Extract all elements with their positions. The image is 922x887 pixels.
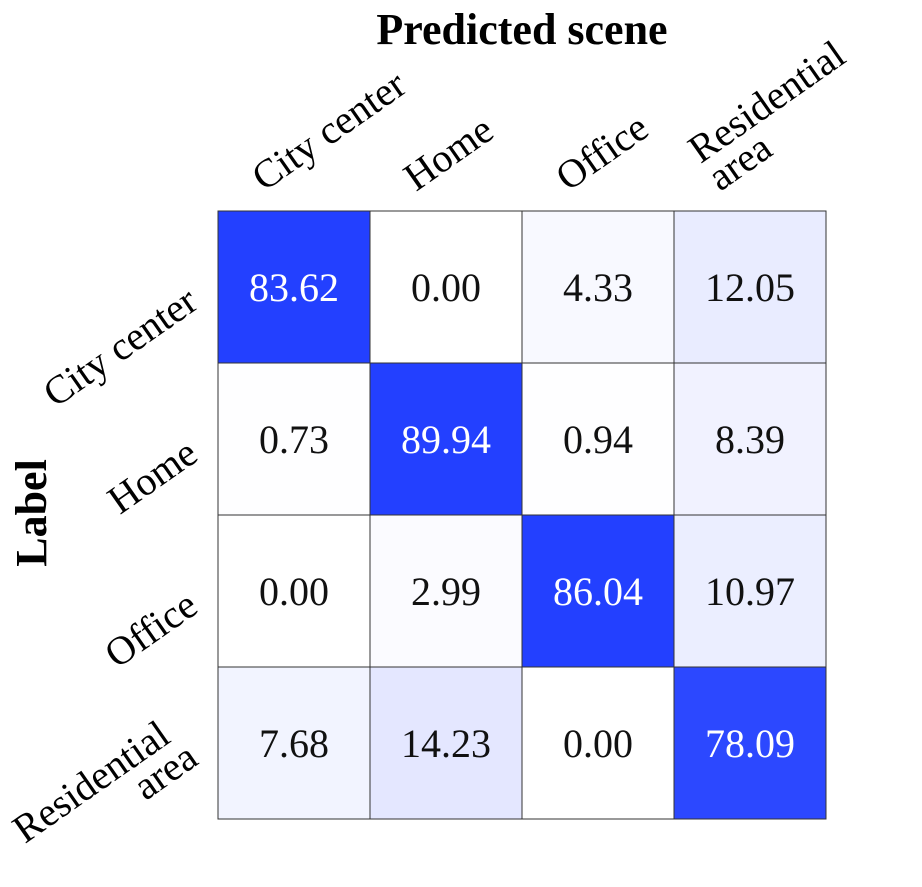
heatmap-cell (369, 514, 523, 668)
cell-value-label: 14.23 (401, 721, 491, 766)
cell-value-label: 78.09 (705, 721, 795, 766)
cell-value-label: 0.00 (411, 265, 481, 310)
y-tick-label: Residential area (4, 706, 205, 880)
cell-value-label: 0.73 (259, 417, 329, 462)
chart-title: Predicted scene (376, 5, 667, 54)
heatmap-cell (521, 666, 675, 820)
heatmap-cell (673, 666, 827, 820)
heatmap-cell (521, 210, 675, 364)
x-tick-label: Home (395, 106, 501, 199)
heatmap-cell (673, 362, 827, 516)
cell-value-label: 83.62 (249, 265, 339, 310)
heatmap-cell (217, 362, 371, 516)
heatmap-cell (673, 210, 827, 364)
x-tick-label: Residential area (680, 26, 881, 200)
cell-value-label: 0.94 (563, 417, 633, 462)
cell-value-label: 7.68 (259, 721, 329, 766)
cell-value-label: 0.00 (259, 569, 329, 614)
y-tick-label: City center (35, 278, 205, 416)
y-tick-label: Office (96, 582, 205, 677)
cell-value-label: 8.39 (715, 417, 785, 462)
heatmap-cell (521, 362, 675, 516)
cell-value-label: 12.05 (705, 265, 795, 310)
cell-value-label: 4.33 (563, 265, 633, 310)
x-tick-label: City center (243, 61, 413, 199)
cell-value-label: 0.00 (563, 721, 633, 766)
heatmap-cell (369, 210, 523, 364)
cell-value-label: 2.99 (411, 569, 481, 614)
y-axis-label: Label (7, 459, 56, 567)
heatmap-cell (673, 514, 827, 668)
cell-value-label: 86.04 (553, 569, 643, 614)
cell-value-label: 10.97 (705, 569, 795, 614)
heatmap-cell (217, 210, 371, 364)
x-tick-label: Office (547, 104, 656, 199)
heatmap-cell (369, 362, 523, 516)
cell-value-label: 89.94 (401, 417, 491, 462)
heatmap-cell (217, 666, 371, 820)
y-tick-label: Home (99, 430, 205, 523)
heatmap-cell (369, 666, 523, 820)
